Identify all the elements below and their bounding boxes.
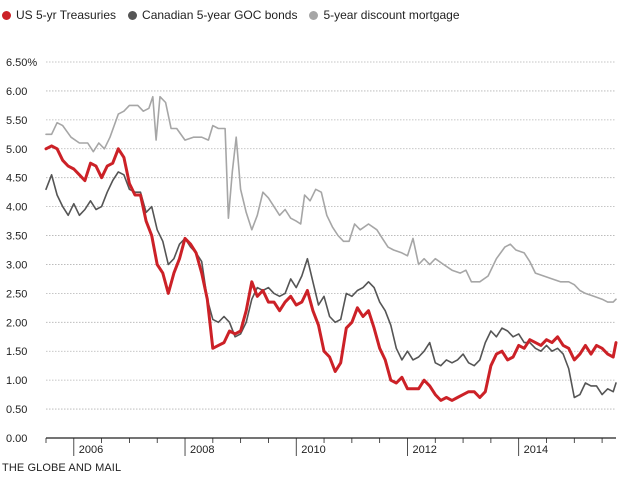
x-tick-label-0: 2006 [79, 444, 103, 456]
x-tick-label-3: 2012 [412, 444, 436, 456]
x-tick-label-1: 2008 [190, 444, 214, 456]
chart-legend: US 5-yr Treasuries Canadian 5-year GOC b… [2, 8, 460, 22]
legend-item-discount-mortgage: 5-year discount mortgage [309, 8, 460, 22]
x-tick-label-2: 2010 [301, 444, 325, 456]
series-line-2 [44, 144, 618, 402]
legend-label-us-treasuries: US 5-yr Treasuries [16, 8, 117, 22]
y-tick-label-3: 1.50 [6, 346, 27, 358]
footer-credit: THE GLOBE AND MAIL [2, 462, 122, 474]
y-tick-label-6: 3.00 [6, 259, 27, 271]
y-tick-label-4: 2.00 [6, 317, 27, 329]
legend-label-goc-bonds: Canadian 5-year GOC bonds [142, 8, 298, 22]
series-line-0 [45, 95, 617, 303]
legend-swatch-discount-mortgage [309, 10, 319, 20]
y-tick-label-2: 1.00 [6, 375, 27, 387]
y-tick-label-12: 6.00 [6, 86, 27, 98]
legend-label-discount-mortgage: 5-year discount mortgage [323, 8, 460, 22]
x-tick-label-4: 2014 [524, 444, 548, 456]
y-tick-label-5: 2.50 [6, 288, 27, 300]
y-tick-label-8: 4.00 [6, 202, 27, 214]
y-tick-label-9: 4.50 [6, 173, 27, 185]
y-tick-label-0: 0.00 [6, 433, 27, 445]
y-tick-label-11: 5.50 [6, 115, 27, 127]
y-tick-label-10: 5.00 [6, 144, 27, 156]
y-tick-label-7: 3.50 [6, 231, 27, 243]
y-tick-label-1: 0.50 [6, 404, 27, 416]
y-tick-label-13: 6.50% [6, 57, 37, 69]
legend-item-us-treasuries: US 5-yr Treasuries [2, 8, 116, 22]
legend-swatch-goc-bonds [128, 10, 138, 20]
legend-swatch-us-treasuries [2, 10, 11, 20]
legend-item-goc-bonds: Canadian 5-year GOC bonds [128, 8, 297, 22]
